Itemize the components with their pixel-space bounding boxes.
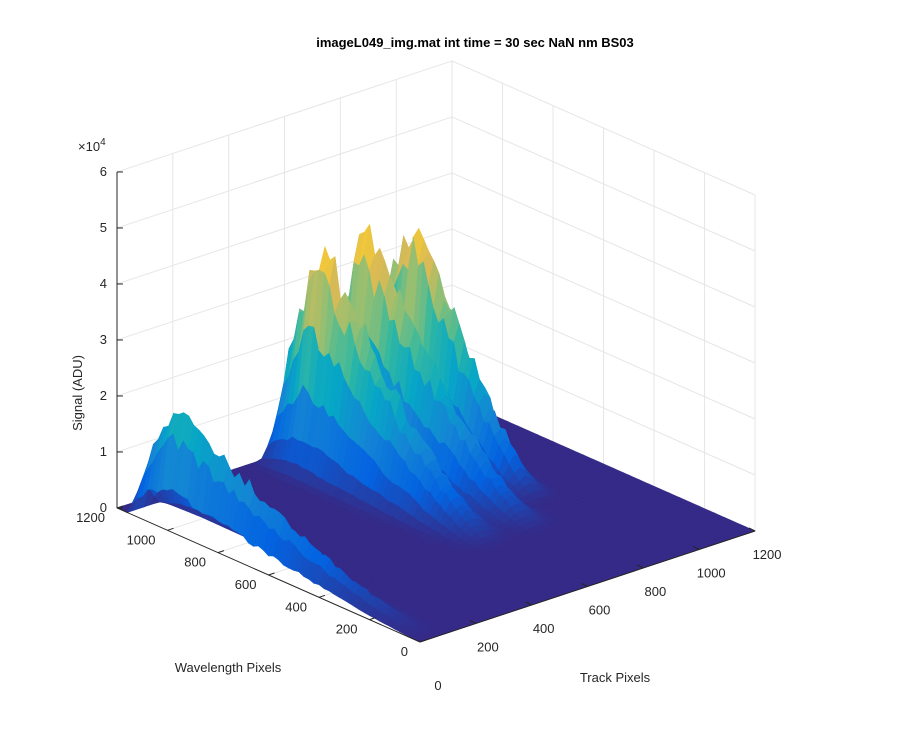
x-tick bbox=[525, 601, 532, 606]
wall-grid-line bbox=[451, 60, 756, 196]
x-tick-label: 1200 bbox=[753, 547, 782, 562]
wall-grid-line bbox=[116, 60, 453, 173]
y-tick-label: 1200 bbox=[76, 510, 105, 525]
x-tick bbox=[748, 527, 756, 532]
y-tick-label: 600 bbox=[235, 577, 257, 592]
x-tick-label: 600 bbox=[589, 603, 611, 618]
x-tick bbox=[469, 620, 477, 624]
x-tick-label: 1000 bbox=[697, 566, 726, 581]
x-tick bbox=[692, 546, 700, 550]
y-axis-label: Wavelength Pixels bbox=[175, 660, 282, 675]
z-tick-label: 4 bbox=[100, 276, 107, 291]
x-tick-label: 400 bbox=[533, 621, 555, 636]
y-tick-label: 800 bbox=[184, 555, 206, 570]
z-tick-label: 6 bbox=[100, 164, 107, 179]
y-tick-label: 1000 bbox=[127, 532, 156, 547]
y-tick-label: 400 bbox=[285, 599, 307, 614]
z-tick-label: 2 bbox=[100, 388, 107, 403]
x-axis-label: Track Pixels bbox=[580, 670, 651, 685]
y-tick bbox=[318, 594, 326, 598]
y-tick bbox=[419, 639, 427, 643]
x-tick-label: 800 bbox=[645, 584, 667, 599]
wall-grid-line bbox=[116, 172, 453, 285]
z-tick-label: 5 bbox=[100, 220, 107, 235]
z-tick-label: 1 bbox=[100, 444, 107, 459]
y-tick-label: 0 bbox=[401, 644, 408, 659]
z-tick-label: 0 bbox=[100, 500, 107, 515]
x-tick-label: 0 bbox=[434, 678, 441, 693]
wall-grid-line bbox=[451, 172, 756, 308]
y-tick bbox=[167, 527, 174, 531]
x-tick bbox=[637, 564, 644, 569]
z-tick-label: 3 bbox=[100, 332, 107, 347]
y-tick bbox=[217, 550, 225, 554]
y-tick-label: 200 bbox=[336, 622, 358, 637]
wall-grid-line bbox=[116, 228, 453, 341]
wall-grid-line bbox=[451, 340, 756, 476]
x-tick bbox=[581, 583, 588, 587]
wall-grid-line bbox=[451, 284, 756, 420]
wall-grid-line bbox=[116, 116, 453, 229]
wall-grid-line bbox=[451, 228, 756, 364]
axis-layer: 0123456020040060080010001200020040060080… bbox=[76, 164, 781, 693]
wall-grid-line bbox=[451, 116, 756, 252]
y-tick bbox=[369, 617, 376, 621]
z-exponent-label: ×104 bbox=[78, 137, 106, 154]
z-axis-label: Signal (ADU) bbox=[70, 355, 85, 431]
x-tick-label: 200 bbox=[477, 640, 499, 655]
y-tick bbox=[268, 572, 275, 576]
chart-title: imageL049_img.mat int time = 30 sec NaN … bbox=[316, 35, 634, 50]
surface-layer bbox=[116, 223, 756, 643]
y-tick bbox=[116, 505, 124, 509]
